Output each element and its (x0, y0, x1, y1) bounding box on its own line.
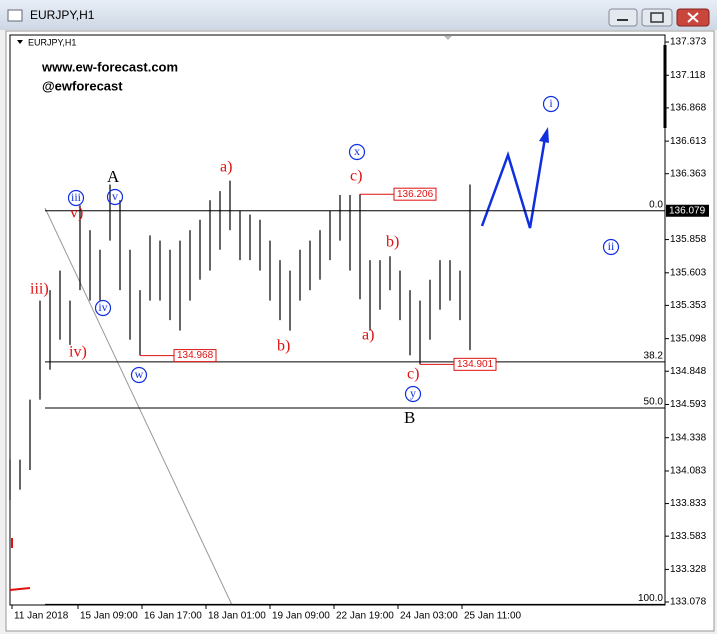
x-tick-label: 24 Jan 03:00 (400, 611, 458, 622)
fib-label: 38.2 (644, 350, 664, 361)
wave-label: c) (350, 168, 362, 185)
drawing-fragment (9, 587, 31, 591)
maximize-button[interactable] (641, 8, 673, 27)
y-tick-label: 135.858 (670, 234, 707, 245)
wave-label: v (112, 189, 118, 203)
x-tick-label: 16 Jan 17:00 (144, 611, 202, 622)
y-tick-label: 133.328 (670, 564, 707, 575)
projection-path (480, 137, 547, 229)
wave-circle (94, 299, 112, 317)
y-tick-label: 133.583 (670, 531, 707, 542)
wave-label: i (549, 96, 553, 110)
x-tick-label: 18 Jan 01:00 (208, 611, 266, 622)
wave-label: iv) (69, 344, 87, 361)
wave-label: iv (98, 300, 107, 314)
current-price-box (666, 204, 709, 217)
wave-circle (106, 188, 124, 206)
fib-label: 100.0 (638, 593, 663, 604)
x-tick-label: 11 Jan 2018 (14, 611, 69, 622)
close-icon (687, 12, 699, 23)
y-tick-label: 135.603 (670, 267, 707, 278)
wave-label: iii (71, 190, 82, 204)
wave-label: a) (220, 159, 232, 176)
x-tick-label: 15 Jan 09:00 (80, 611, 138, 622)
wave-circle (404, 385, 422, 403)
price-label-box (393, 187, 437, 201)
y-tick-label: 135.098 (670, 333, 707, 344)
y-tick-label: 134.593 (670, 399, 707, 410)
x-tick-label: 25 Jan 11:00 (464, 611, 522, 622)
y-tick-label: 137.373 (670, 37, 707, 48)
chart-title: EURJPY,H1 (28, 37, 76, 47)
fib-trendline (44, 207, 233, 606)
y-tick-label: 135.353 (670, 300, 707, 311)
wave-circle (602, 238, 620, 256)
current-price-label: 136.079 (669, 205, 706, 216)
y-tick-label: 134.083 (670, 466, 707, 477)
maximize-icon (650, 12, 664, 23)
window-icon (7, 9, 23, 22)
symbol-marker (17, 40, 23, 44)
wave-label: A (107, 167, 120, 186)
y-tick-label: 134.338 (670, 432, 707, 443)
y-tick-label: 136.363 (670, 168, 707, 179)
wave-circle (542, 95, 560, 113)
watermark: @ewforecast (42, 78, 123, 93)
wave-label: b) (386, 234, 399, 251)
y-tick-label: 134.848 (670, 366, 707, 377)
y-tick-label: 137.118 (670, 70, 706, 81)
fib-label: 0.0 (649, 199, 663, 210)
plot-area (9, 34, 666, 606)
wave-label: w (135, 367, 144, 381)
price-label-box (453, 357, 497, 371)
wave-label: b) (277, 338, 290, 355)
wave-label: y (410, 386, 416, 400)
title-bar (0, 0, 717, 30)
y-tick-label: 136.613 (670, 136, 707, 147)
wave-label: a) (362, 327, 374, 344)
window-title: EURJPY,H1 (30, 8, 95, 22)
y-tick-label: 133.833 (670, 498, 707, 509)
price-label: 134.968 (177, 350, 214, 361)
wave-circle (348, 143, 366, 161)
wave-label: B (404, 408, 415, 427)
wave-circle (130, 366, 148, 384)
x-tick-label: 19 Jan 09:00 (272, 611, 330, 622)
minimize-button[interactable] (608, 8, 638, 27)
x-tick-label: 22 Jan 19:00 (336, 611, 394, 622)
wave-label: v) (70, 205, 83, 222)
wave-label: iii) (30, 281, 49, 298)
wave-circle (67, 189, 85, 207)
price-label: 134.901 (457, 359, 494, 370)
wave-label: x (354, 144, 360, 158)
y-tick-label: 133.078 (670, 597, 707, 608)
y-tick-label: 136.868 (670, 103, 707, 114)
shift-marker (444, 36, 452, 40)
fib-label: 50.0 (644, 397, 664, 408)
price-label-box (173, 349, 217, 363)
wave-label: c) (407, 366, 419, 383)
wave-label: ii (608, 239, 615, 253)
watermark: www.ew-forecast.com (41, 59, 178, 74)
projection-arrowhead (539, 127, 549, 143)
price-label: 136.206 (397, 189, 434, 200)
